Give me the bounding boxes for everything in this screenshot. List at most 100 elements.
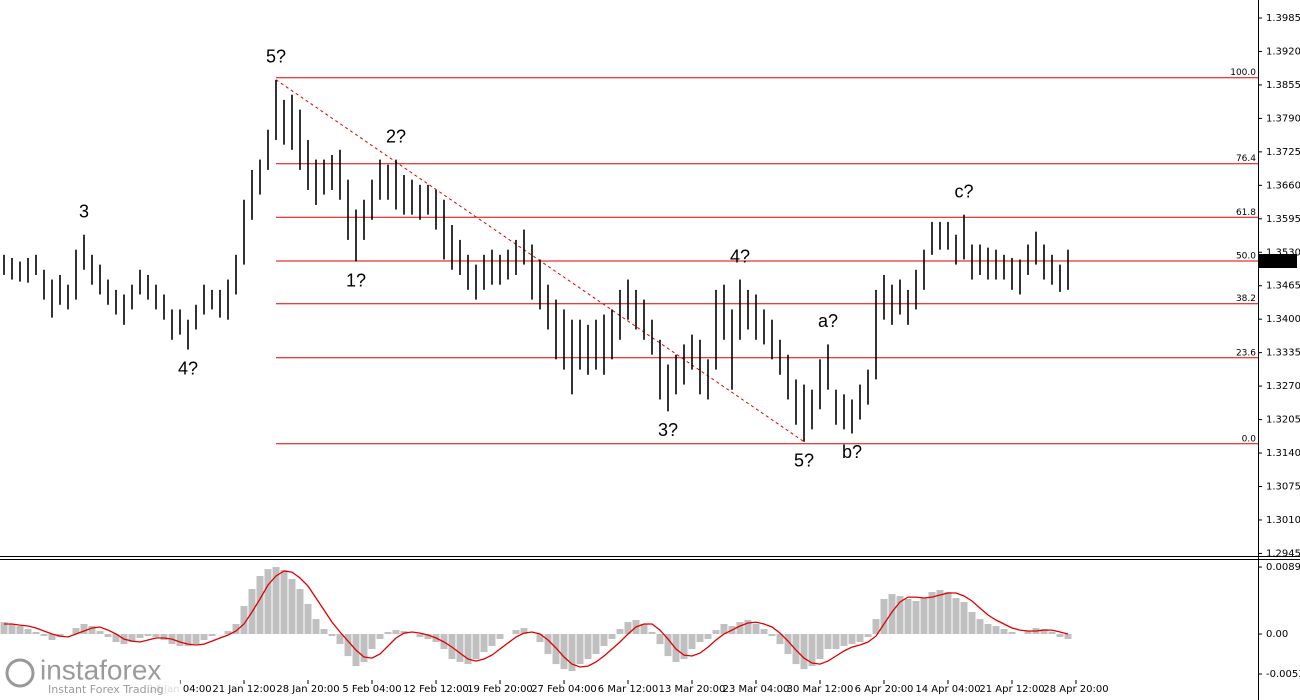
macd-bar	[8, 624, 16, 635]
macd-bar	[880, 599, 888, 635]
macd-bar	[664, 634, 672, 657]
logo-tagline: Instant Forex Trading	[48, 683, 164, 696]
macd-bar	[800, 634, 808, 670]
macd-bar	[640, 624, 648, 635]
macd-bar	[848, 634, 856, 645]
macd-bar	[152, 634, 160, 638]
macd-bar	[16, 626, 24, 635]
macd-bar	[744, 620, 752, 635]
wave-label: b?	[842, 442, 862, 462]
y-tick-label: 1.3140	[1266, 448, 1300, 459]
macd-bar	[616, 629, 624, 635]
x-tick-label: 12 Feb 12:00	[403, 684, 469, 695]
macd-bar	[40, 634, 48, 637]
macd-bar	[784, 634, 792, 655]
fib-label: 0.0	[1242, 434, 1257, 444]
macd-bar	[328, 634, 336, 637]
macd-bar	[456, 634, 464, 663]
macd-bar	[1048, 632, 1056, 635]
macd-bar	[376, 634, 384, 640]
macd-bar	[928, 592, 936, 635]
macd-bar	[944, 592, 952, 635]
wave-label: 1?	[346, 270, 366, 290]
y-tick-label: 1.3530	[1266, 247, 1300, 258]
x-tick-label: 6 Apr 20:00	[855, 684, 914, 695]
macd-bar	[624, 622, 632, 635]
logo-name: instaforex	[40, 654, 161, 685]
macd-bar	[48, 634, 56, 641]
macd-bar	[536, 634, 544, 643]
macd-bar	[336, 634, 344, 645]
macd-bar	[136, 634, 144, 639]
macd-bar	[160, 634, 168, 641]
macd-bar	[920, 598, 928, 635]
x-tick-label: 21 Jan 12:00	[212, 684, 275, 695]
macd-bar	[240, 606, 248, 635]
macd-bar	[544, 634, 552, 655]
logo-backdrop	[0, 652, 180, 698]
macd-bar	[712, 630, 720, 635]
macd-bar	[176, 634, 184, 647]
macd-bar	[416, 634, 424, 638]
macd-bar	[904, 599, 912, 635]
macd-bar	[72, 628, 80, 635]
last-price-box	[1259, 254, 1297, 269]
macd-bar	[912, 601, 920, 635]
y-tick-label: 1.3335	[1266, 348, 1300, 359]
macd-bar	[24, 629, 32, 635]
macd-bar	[560, 634, 568, 670]
macd-bar	[472, 634, 480, 660]
macd-bar	[568, 634, 576, 672]
macd-bar	[296, 589, 304, 635]
macd-bar	[496, 634, 504, 640]
macd-bar	[200, 634, 208, 641]
macd-bar	[856, 634, 864, 643]
last-price-label: 1.3513	[1262, 256, 1297, 267]
macd-bar	[304, 604, 312, 635]
logo: instaforex Instant Forex Trading	[0, 652, 180, 698]
macd-bar	[368, 634, 376, 650]
macd-bar	[576, 634, 584, 665]
macd-bar	[1056, 634, 1064, 638]
logo-icon	[5, 658, 35, 688]
macd-bar	[752, 624, 760, 635]
y-tick-label: 1.3985	[1266, 13, 1300, 24]
y-tick-label: 1.3725	[1266, 147, 1300, 158]
macd-bar	[1064, 634, 1072, 640]
macd-bar	[768, 634, 776, 637]
macd-bar	[736, 622, 744, 635]
macd-bar	[992, 626, 1000, 635]
macd-bar	[256, 576, 264, 635]
wave-label: 3?	[658, 420, 678, 440]
wave-label: c?	[954, 181, 973, 201]
macd-bar	[104, 634, 112, 638]
x-tick-label: 23 Mar 04:00	[723, 684, 790, 695]
macd-bar	[312, 619, 320, 635]
macd-bar	[88, 626, 96, 635]
y-tick-label: 0.00895	[1266, 562, 1300, 573]
macd-bar	[552, 634, 560, 665]
x-tick-label: 5 Feb 04:00	[342, 684, 401, 695]
y-tick-label: 1.3205	[1266, 415, 1300, 426]
y-tick-label: 1.2945	[1266, 548, 1300, 559]
fib-label: 76.4	[1236, 154, 1256, 164]
y-tick-label: 1.3270	[1266, 381, 1300, 392]
y-tick-label: 1.3010	[1266, 515, 1300, 526]
fib-label: 50.0	[1236, 252, 1256, 262]
macd-bar	[608, 634, 616, 640]
macd-bar	[864, 634, 872, 638]
macd-bar	[344, 634, 352, 657]
wave-label: 4?	[178, 358, 198, 378]
wave-label: a?	[818, 311, 838, 331]
macd-bar	[480, 634, 488, 653]
macd-bar	[816, 634, 824, 660]
x-tick-label: 30 Mar 12:00	[787, 684, 854, 695]
macd-bar	[1040, 629, 1048, 635]
macd-bar	[776, 634, 784, 645]
macd-bar	[600, 634, 608, 647]
macd-bar	[320, 629, 328, 635]
macd-bar	[0, 622, 8, 635]
macd-bar	[896, 596, 904, 635]
macd-bar	[792, 634, 800, 665]
y-tick-label: 1.3855	[1266, 80, 1300, 91]
